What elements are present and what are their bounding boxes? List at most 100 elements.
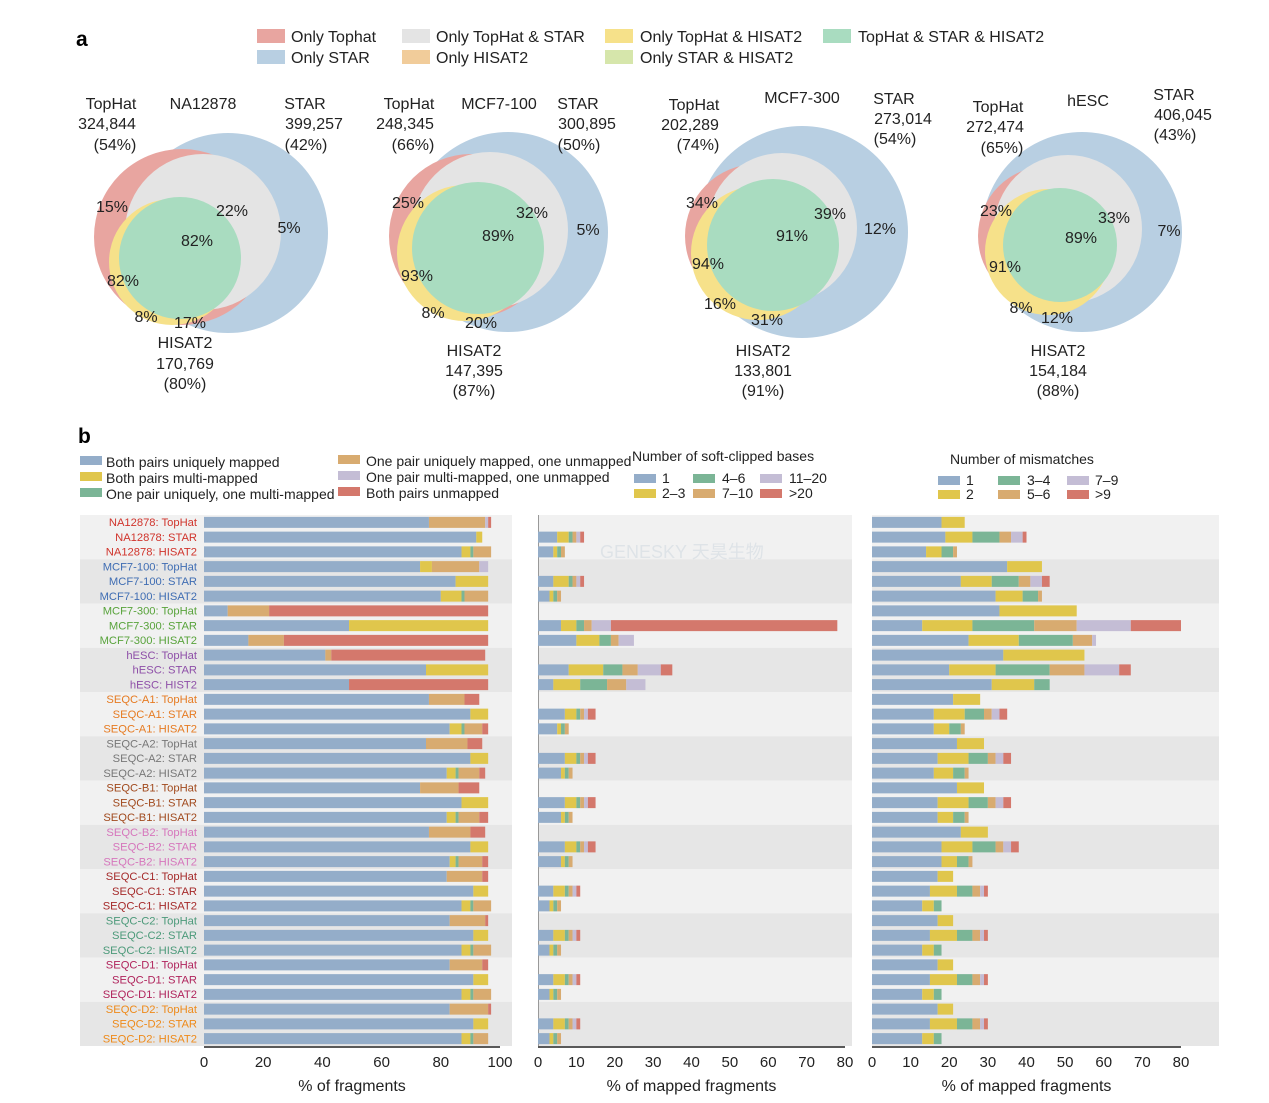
bar-segment: [488, 516, 492, 528]
bar-segment: [956, 856, 969, 868]
mis-swatch-5-6: [998, 490, 1020, 499]
bar-segment: [872, 811, 938, 823]
bar-segment: [984, 885, 988, 897]
bar-segment: [953, 546, 957, 558]
bar-segment: [922, 620, 973, 632]
bar-segment: [972, 885, 981, 897]
bar-segment: [204, 974, 474, 986]
bar-segment: [1092, 634, 1097, 646]
legend-swatch-only-hisat2: [402, 50, 430, 64]
venn-circle-hisat2: [1003, 188, 1117, 302]
bar-segment: [991, 575, 1019, 587]
venn-title: hESC: [1067, 93, 1109, 110]
bar-segment: [1041, 575, 1050, 587]
venn-mcf7-100: MCF7-100 TopHat 248,345 (66%) STAR 300,8…: [376, 96, 616, 400]
bar-segment: [553, 1018, 565, 1030]
venn-pct-all: 91%: [776, 228, 808, 245]
venn-pct-tophat-hisat2: 93%: [401, 268, 433, 285]
bar-segment: [557, 546, 562, 558]
bar-segment: [872, 988, 923, 1000]
bar-segment: [564, 974, 569, 986]
legend-label-all-three: TopHat & STAR & HISAT2: [858, 29, 1044, 46]
bar-segment: [1130, 620, 1181, 632]
x-tick-label: 80: [837, 1054, 854, 1071]
bar-segment: [538, 620, 562, 632]
venn-hisat-pct: (91%): [742, 383, 785, 400]
bar-segment: [476, 531, 483, 543]
bar-segment: [470, 826, 486, 838]
panel-b-label: b: [78, 425, 91, 448]
row-label: SEQC-A1: TopHat: [106, 694, 197, 706]
bar-segment: [204, 988, 462, 1000]
bar-segment: [564, 797, 577, 809]
bar-segment: [972, 974, 981, 986]
bar-segment: [482, 856, 489, 868]
bar-segment: [549, 900, 554, 912]
bar-segment: [473, 900, 492, 912]
row-label: SEQC-B2: HISAT2: [103, 856, 197, 868]
bar-segment: [968, 634, 1019, 646]
bar-segment: [576, 797, 581, 809]
bar-segment: [204, 664, 426, 676]
bar-segment: [553, 988, 558, 1000]
bar-segment: [637, 664, 661, 676]
bar-segment: [482, 870, 489, 882]
bar-segment: [1034, 679, 1050, 691]
bar-segment: [576, 929, 581, 941]
bar-segment: [538, 1018, 554, 1030]
bar-segment: [995, 590, 1023, 602]
venn-star-pct: (43%): [1154, 127, 1197, 144]
bar-segment: [922, 900, 934, 912]
bar-segment: [538, 974, 554, 986]
bar-segment: [622, 664, 638, 676]
bar-segment: [1011, 841, 1019, 853]
venn-star-name: STAR: [1153, 87, 1194, 104]
bar-segment: [549, 1033, 554, 1045]
bar-segment: [995, 664, 1050, 676]
bar-segment: [949, 664, 996, 676]
bar-segment: [872, 974, 930, 986]
bar-segment: [584, 752, 588, 764]
bar-segment: [960, 575, 992, 587]
bar-segment: [568, 1018, 573, 1030]
row-label: SEQC-B1: HISAT2: [103, 812, 197, 824]
legend-swatch-multiunm: [338, 471, 360, 480]
legend-swatch-all-three: [823, 29, 851, 43]
bar-segment: [538, 575, 554, 587]
bar-segment: [872, 649, 1004, 661]
venn-pct-hisat2-a: 16%: [704, 296, 736, 313]
venn-tophat-pct: (65%): [981, 140, 1024, 157]
bar-segment: [538, 988, 550, 1000]
bar-segment: [204, 915, 450, 927]
bar-segment: [584, 708, 588, 720]
bar-segment: [1022, 590, 1039, 602]
bar-segment: [872, 885, 930, 897]
mis-label-7-9: 7–9: [1095, 472, 1119, 488]
bar-segment: [964, 811, 969, 823]
bar-segment: [458, 767, 480, 779]
x-axis-label: % of mapped fragments: [607, 1078, 777, 1095]
bar-segment: [488, 1003, 492, 1015]
venn-hisat-count: 147,395: [445, 363, 503, 380]
row-label: SEQC-D2: TopHat: [106, 1004, 198, 1016]
bar-segment: [473, 988, 492, 1000]
bar-segment: [204, 516, 429, 528]
x-tick-label: 30: [980, 1054, 997, 1071]
bar-segment: [204, 767, 447, 779]
bar-segment: [458, 782, 480, 794]
bar-segment: [470, 752, 489, 764]
bar-segment: [553, 900, 558, 912]
bar-segment: [995, 841, 1004, 853]
venn-tophat-count: 248,345: [376, 116, 434, 133]
x-axis-label: % of fragments: [298, 1078, 406, 1095]
venn-tophat-name: TopHat: [973, 99, 1024, 116]
bar-segment: [968, 752, 988, 764]
bar-segment: [325, 649, 332, 661]
panel-a-label: a: [76, 28, 88, 51]
bar-segment: [1003, 797, 1012, 809]
panel-gap: [512, 515, 538, 1046]
venn-hisat-name: HISAT2: [447, 343, 502, 360]
x-tick-label: 70: [1134, 1054, 1151, 1071]
bar-segment: [568, 974, 573, 986]
